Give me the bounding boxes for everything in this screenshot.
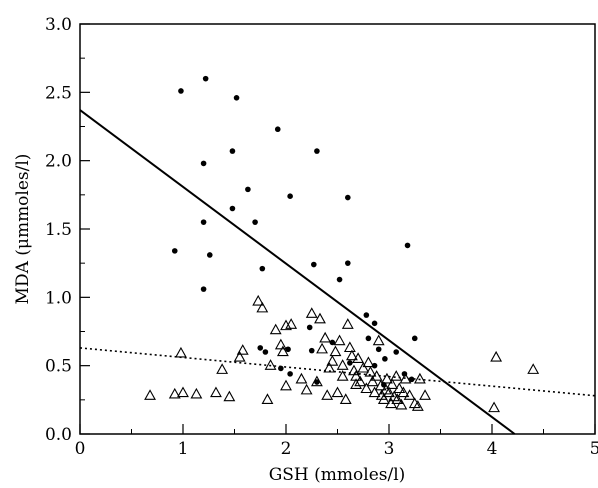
data-point-triangle [415,374,425,383]
data-point-circle [287,371,293,377]
data-point-circle [201,219,207,225]
x-tick-label: 5 [590,439,598,459]
data-point-circle [382,356,388,362]
y-tick-label: 1.0 [45,288,72,308]
data-point-triangle [333,388,343,397]
data-point-triangle [307,308,317,317]
data-point-circle [252,219,258,225]
data-point-triangle [145,390,155,399]
data-point-circle [393,349,399,355]
data-point-triangle [343,319,353,328]
data-point-triangle [320,333,330,342]
data-point-circle [347,360,353,366]
data-point-triangle [361,384,371,393]
y-tick-label: 3.0 [45,15,72,35]
data-point-triangle [235,352,245,361]
fit-lines-layer [80,110,595,434]
data-point-triangle [335,336,345,345]
data-point-circle [337,277,343,283]
data-point-triangle [224,392,234,401]
data-point-triangle [217,364,227,373]
data-point-circle [345,260,351,266]
data-point-circle [366,336,372,342]
data-point-circle [257,345,263,351]
data-point-circle [230,148,236,154]
data-point-circle [263,349,269,355]
data-point-triangle [345,343,355,352]
data-point-circle [178,88,184,94]
y-tick-label: 0.5 [45,357,72,377]
data-point-circle [376,346,382,352]
data-point-circle [234,95,240,101]
data-point-triangle [281,381,291,390]
y-tick-label: 2.0 [45,152,72,172]
data-point-circle [201,161,207,167]
data-point-triangle [262,394,272,403]
data-point-circle [364,312,370,318]
data-point-triangle [391,371,401,380]
y-tick-label: 1.5 [45,220,72,240]
data-point-circle [307,325,313,331]
data-point-circle [278,366,284,372]
x-tick-label: 2 [281,439,292,459]
x-axis-title: GSH (mmoles/l) [269,465,406,485]
data-point-circle [405,243,411,249]
y-tick-label: 0.0 [45,425,72,445]
data-point-triangle [266,360,276,369]
data-point-triangle [489,403,499,412]
data-point-triangle [528,364,538,373]
data-point-circle [201,286,207,292]
x-tick-label: 4 [487,439,498,459]
data-point-triangle [491,352,501,361]
data-point-triangle [211,388,221,397]
data-point-circle [172,248,178,254]
data-point-circle [372,321,378,327]
ticks-layer: 0 1 2 3 4 5 0.0 0.5 1.0 1.5 2.0 2.5 3.0 [45,15,598,459]
data-point-triangle [413,401,423,410]
data-point-circle [260,266,266,272]
data-point-circle [309,348,315,354]
data-point-triangle [315,314,325,323]
x-tick-label: 3 [384,439,395,459]
data-point-triangle [317,344,327,353]
data-point-circle [311,262,317,268]
regression-line-solid [80,110,515,434]
data-point-triangle [276,340,286,349]
data-point-circle [207,252,213,258]
data-point-circle [275,126,281,132]
data-point-circle [287,193,293,199]
points-layer [145,76,538,412]
data-point-circle [245,187,251,193]
data-point-circle [314,148,320,154]
data-point-triangle [176,348,186,357]
data-point-circle [230,206,236,212]
data-point-triangle [296,374,306,383]
data-point-triangle [191,389,201,398]
data-point-triangle [338,360,348,369]
plot-frame [80,24,595,434]
y-tick-label: 2.5 [45,83,72,103]
data-point-circle [412,336,418,342]
data-point-triangle [302,385,312,394]
data-point-triangle [322,390,332,399]
data-point-triangle [330,347,340,356]
x-tick-label: 1 [178,439,189,459]
data-point-circle [203,76,209,82]
data-point-triangle [420,390,430,399]
data-point-triangle [358,363,368,372]
data-point-triangle [271,325,281,334]
data-point-circle [345,195,351,201]
y-axis-title: MDA (μmmoles/l) [13,154,33,305]
data-point-triangle [374,336,384,345]
data-point-triangle [178,388,188,397]
x-tick-label: 0 [75,439,86,459]
